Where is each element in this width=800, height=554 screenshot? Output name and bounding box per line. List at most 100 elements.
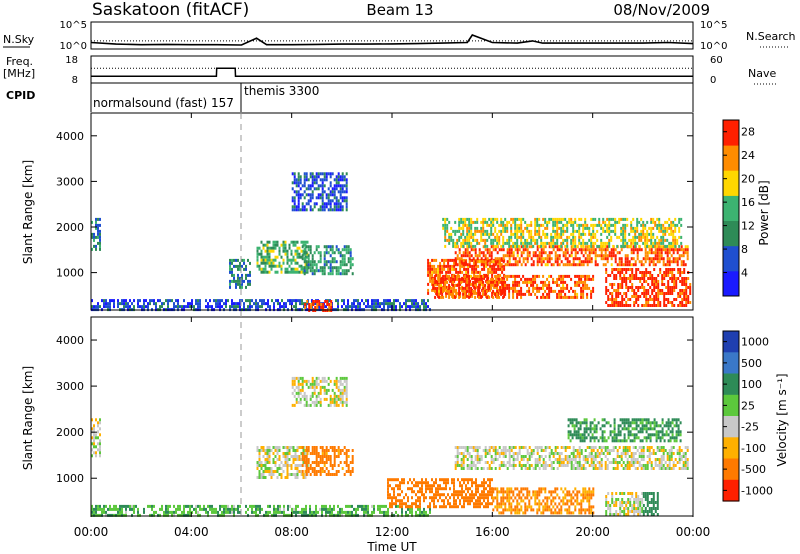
heatmap-cell-10 — [626, 217, 629, 221]
heatmap-cell-4 — [329, 403, 332, 407]
heatmap-cell-1 — [109, 513, 111, 517]
heatmap-cell-1 — [223, 507, 225, 511]
heatmap-cell-10 — [570, 241, 573, 245]
heatmap-cell-1 — [415, 305, 417, 309]
heatmap-cell-10 — [534, 238, 537, 242]
heatmap-cell-1 — [177, 299, 179, 303]
heatmap-cell-2 — [237, 282, 239, 286]
heatmap-cell-7 — [520, 245, 523, 249]
heatmap-cell-10 — [496, 220, 499, 224]
heatmap-cell-10 — [506, 229, 509, 233]
heatmap-cell-10 — [508, 220, 511, 224]
heatmap-cell-9 — [623, 274, 626, 277]
heatmap-cell-6 — [435, 270, 438, 274]
heatmap-cell-5 — [293, 196, 296, 200]
heatmap-cell-5 — [309, 184, 312, 188]
heatmap-cell-7 — [480, 263, 483, 267]
heatmap-cell-0 — [97, 241, 99, 245]
heatmap-cell-10 — [592, 232, 595, 236]
heatmap-cell-2 — [260, 449, 263, 452]
heatmap-cell-8 — [442, 280, 445, 284]
heatmap-cell-7 — [520, 251, 523, 255]
heatmap-cell-1 — [425, 305, 427, 309]
heatmap-cell-6 — [536, 496, 539, 500]
heatmap-cell-10 — [554, 220, 557, 224]
heatmap-cell-0 — [99, 454, 101, 458]
heatmap-cell-10 — [652, 217, 655, 221]
heatmap-cell-10 — [526, 223, 529, 227]
heatmap-cell-5 — [329, 175, 332, 179]
heatmap-cell-10 — [642, 241, 645, 245]
heatmap-cell-8 — [512, 274, 515, 278]
heatmap-cell-9 — [625, 304, 628, 307]
heatmap-cell-3 — [268, 264, 271, 268]
heatmap-cell-8 — [582, 280, 585, 284]
heatmap-cell-4 — [313, 388, 316, 392]
heatmap-cell-1 — [351, 302, 353, 306]
heatmap-cell-1 — [137, 302, 139, 306]
heatmap-cell-7 — [618, 257, 621, 261]
heatmap-cell-9 — [689, 301, 692, 304]
heatmap-cell-1 — [151, 504, 153, 508]
heatmap-cell-4 — [301, 254, 304, 258]
heatmap-cell-7 — [554, 260, 557, 264]
heatmap-cell-10 — [446, 238, 449, 242]
heatmap-cell-2 — [262, 476, 265, 479]
heatmap-cell-8 — [546, 277, 549, 281]
heatmap-cell-4 — [313, 385, 316, 389]
heatmap-cell-8 — [590, 277, 593, 281]
heatmap-cell-4 — [311, 263, 314, 267]
heatmap-cell-8 — [542, 292, 545, 296]
heatmap-cell-5 — [461, 496, 463, 500]
heatmap-cell-10 — [444, 217, 447, 221]
heatmap-cell-4 — [341, 263, 344, 267]
heatmap-cell-5 — [479, 496, 481, 500]
heatmap-cell-10 — [502, 241, 505, 245]
heatmap-cell-10 — [620, 232, 623, 236]
heatmap-cell-3 — [270, 246, 273, 250]
heatmap-cell-9 — [639, 295, 642, 298]
heatmap-cell-6 — [552, 505, 555, 509]
heatmap-cell-8 — [560, 277, 563, 281]
heatmap-cell-5 — [455, 505, 457, 509]
heatmap-cell-1 — [247, 299, 249, 303]
heatmap-cell-6 — [508, 502, 511, 506]
heatmap-cell-5 — [487, 493, 489, 497]
heatmap-cell-8 — [572, 289, 575, 293]
heatmap-cell-10 — [590, 223, 593, 227]
heatmap-cell-1 — [221, 504, 223, 508]
heatmap-cell-5 — [453, 484, 455, 488]
heatmap-cell-9 — [611, 304, 614, 307]
heatmap-cell-10 — [624, 223, 627, 227]
heatmap-cell-1 — [377, 302, 379, 306]
heatmap-cell-10 — [506, 226, 509, 230]
heatmap-cell-1 — [413, 302, 415, 306]
heatmap-cell-5 — [489, 493, 491, 497]
heatmap-cell-5 — [473, 496, 475, 500]
heatmap-cell-1 — [195, 504, 197, 508]
heatmap-cell-1 — [249, 504, 251, 508]
heatmap-cell-6 — [427, 258, 430, 262]
heatmap-cell-5 — [391, 505, 393, 509]
heatmap-cell-10 — [662, 232, 665, 236]
heatmap-cell-1 — [115, 513, 117, 517]
heatmap-cell-1 — [423, 510, 425, 514]
heatmap-cell-9 — [681, 283, 684, 286]
heatmap-cell-2 — [302, 461, 305, 464]
heatmap-cell-6 — [508, 493, 511, 497]
heatmap-cell-8 — [462, 289, 465, 293]
heatmap-cell-1 — [99, 504, 101, 508]
heatmap-cell-4 — [343, 269, 346, 273]
heatmap-cell-9 — [677, 271, 680, 274]
heatmap-cell-10 — [524, 244, 527, 248]
heatmap-cell-4 — [349, 254, 352, 258]
heatmap-cell-10 — [572, 241, 575, 245]
heatmap-cell-5 — [321, 178, 324, 182]
heatmap-cell-5 — [321, 187, 324, 191]
heatmap-cell-1 — [223, 513, 225, 517]
heatmap-cell-10 — [502, 238, 505, 242]
heatmap-cell-10 — [448, 238, 451, 242]
heatmap-cell-10 — [538, 232, 541, 236]
heatmap-cell-2 — [288, 446, 291, 449]
heatmap-cell-1 — [115, 507, 117, 511]
